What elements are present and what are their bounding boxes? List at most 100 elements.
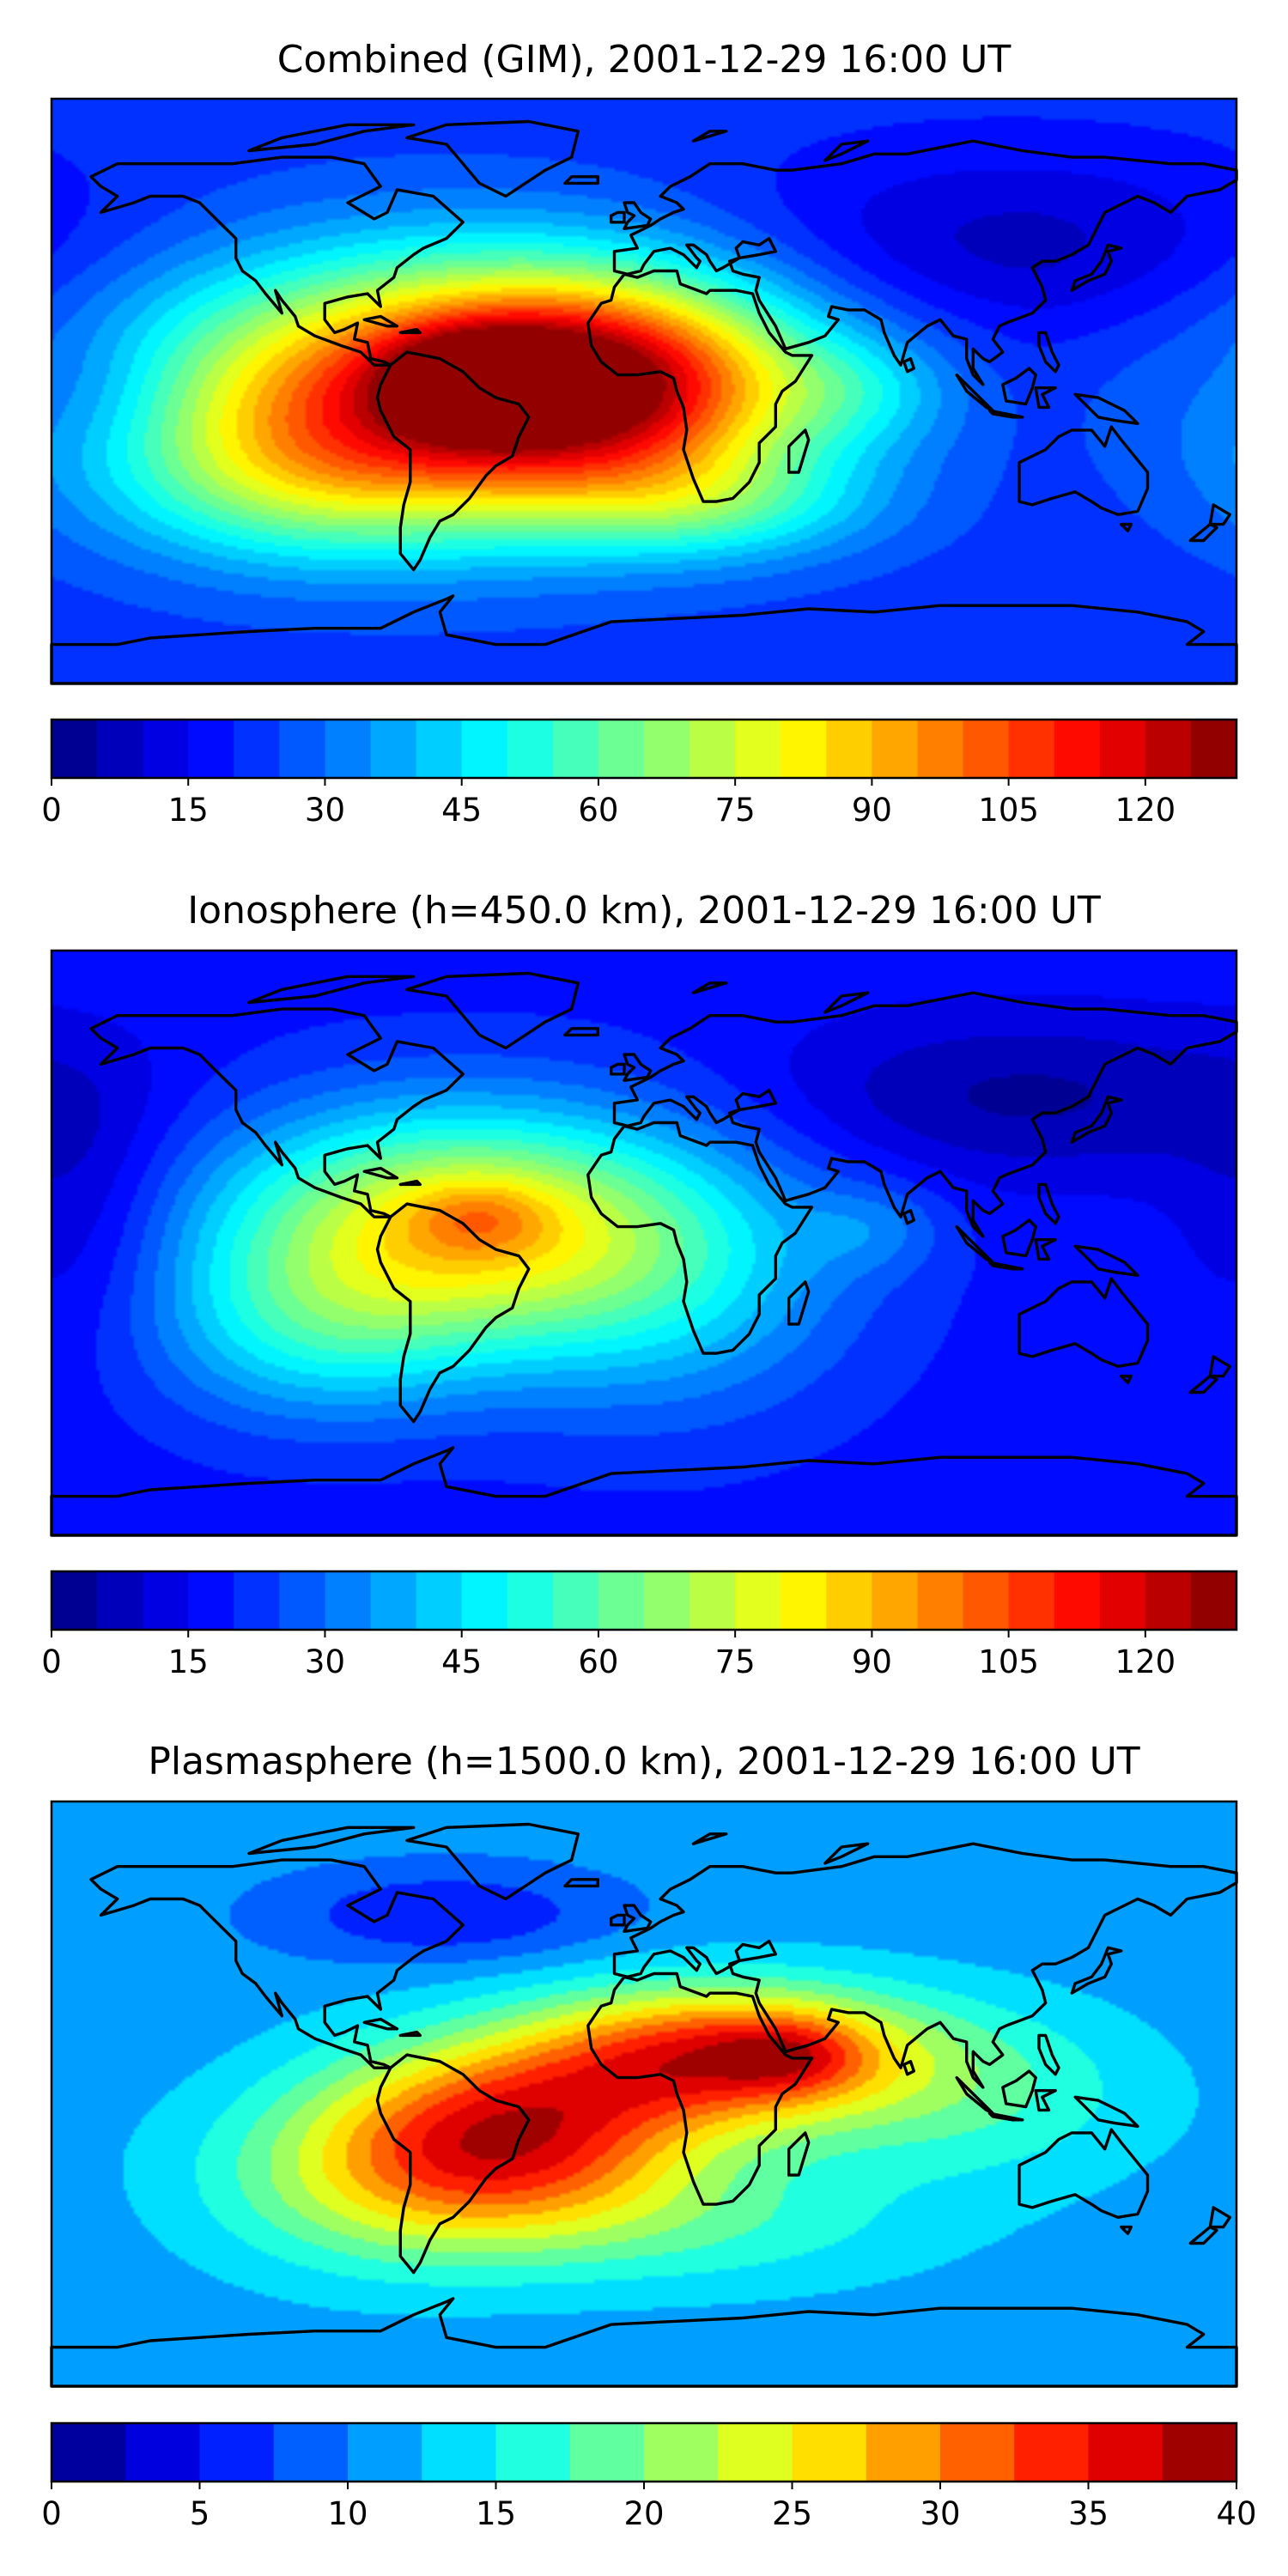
colorbar-segment	[370, 720, 417, 778]
colorbar-segment	[348, 2423, 422, 2482]
colorbar-segment	[416, 1571, 463, 1630]
colorbar-segment	[279, 1571, 326, 1630]
colorbar-segment	[461, 1571, 508, 1630]
colorbar-segment	[552, 720, 599, 778]
colorbar-segment	[1162, 2423, 1237, 2482]
colorbar-segment	[495, 2423, 571, 2482]
panel-title: Combined (GIM), 2001-12-29 16:00 UT	[277, 38, 1012, 82]
colorbar-segment	[826, 1571, 872, 1630]
colorbar: 0 15 30 45 60 75 90 105 120	[41, 1570, 1238, 1680]
colorbar-tick-label: 15	[168, 792, 209, 829]
tec-contour-map	[52, 99, 1236, 683]
colorbar-segment	[1088, 2423, 1163, 2482]
colorbar-segment	[735, 1571, 781, 1630]
colorbar-tick-label: 40	[1216, 2495, 1256, 2532]
colorbar-tick-label: 25	[772, 2495, 812, 2532]
colorbar: 0 5 10 15 20 25 30 35 40	[41, 2421, 1257, 2532]
colorbar-tick-label: 30	[920, 2495, 960, 2532]
colorbar-tick-label: 45	[441, 1643, 482, 1680]
colorbar-segment	[917, 720, 964, 778]
map-border	[50, 97, 1238, 685]
colorbar-segment	[917, 1571, 964, 1630]
colorbar-segment	[718, 2423, 793, 2482]
colorbar-segment	[234, 720, 280, 778]
colorbar-segment	[569, 2423, 645, 2482]
colorbar-segment	[552, 1571, 599, 1630]
colorbar-segment	[1190, 720, 1237, 778]
colorbar-tick-label: 120	[1115, 1643, 1176, 1680]
colorbar-segment	[792, 2423, 867, 2482]
map-frame	[50, 1800, 1238, 2388]
colorbar-segment	[1054, 1571, 1101, 1630]
colorbar-segment	[940, 2423, 1015, 2482]
colorbar-tick-label: 0	[41, 792, 62, 829]
colorbar-segment	[188, 1571, 234, 1630]
colorbar-segment	[644, 2423, 719, 2482]
colorbar-segment	[234, 1571, 280, 1630]
colorbar-segment	[1008, 720, 1055, 778]
colorbar-segment	[325, 720, 372, 778]
map-frame	[50, 949, 1238, 1537]
colorbar-segment	[781, 1571, 827, 1630]
colorbar-segment	[1190, 1571, 1237, 1630]
colorbar-segment	[735, 720, 781, 778]
colorbar-tick-label: 15	[476, 2495, 516, 2532]
colorbar-tick-label: 105	[978, 792, 1039, 829]
colorbar-segment	[325, 1571, 372, 1630]
colorbar-tick-label: 0	[41, 2495, 62, 2532]
colorbar-segment	[598, 1571, 645, 1630]
colorbar-segment	[1145, 1571, 1192, 1630]
colorbar-segment	[1145, 720, 1192, 778]
colorbar-segment	[963, 720, 1010, 778]
colorbar-segment	[826, 720, 872, 778]
colorbar-tick-label: 30	[305, 1643, 345, 1680]
colorbar-tick-label: 10	[327, 2495, 368, 2532]
colorbar-tick-label: 75	[715, 792, 756, 829]
colorbar-tick-label: 30	[305, 792, 345, 829]
panel-combined: Combined (GIM), 2001-12-29 16:00 UT 0 15 3…	[41, 38, 1238, 829]
colorbar-tick-label: 5	[190, 2495, 210, 2532]
colorbar-tick-label: 105	[978, 1643, 1039, 1680]
colorbar-segment	[781, 720, 827, 778]
colorbar-segment	[416, 720, 463, 778]
tec-contour-map	[52, 951, 1236, 1535]
colorbar-tick-label: 15	[168, 1643, 209, 1680]
colorbar-tick-label: 45	[441, 792, 482, 829]
colorbar-segment	[52, 1571, 98, 1630]
colorbar-segment	[1014, 2423, 1090, 2482]
colorbar-tick-label: 0	[41, 1643, 62, 1680]
colorbar-segment	[872, 720, 919, 778]
map-frame	[50, 97, 1238, 685]
colorbar-segment	[598, 720, 645, 778]
colorbar-segment	[125, 2423, 201, 2482]
panel-ionosphere: Ionosphere (h=450.0 km), 2001-12-29 16:0…	[41, 889, 1238, 1680]
colorbar-segment	[143, 1571, 189, 1630]
panel-title: Ionosphere (h=450.0 km), 2001-12-29 16:0…	[187, 889, 1101, 933]
colorbar-segment	[1054, 720, 1101, 778]
colorbar-segment	[1099, 720, 1146, 778]
colorbar-border	[50, 718, 1238, 780]
colorbar-tick-label: 90	[852, 792, 892, 829]
panel-title: Plasmasphere (h=1500.0 km), 2001-12-29 1…	[148, 1740, 1139, 1783]
panel-plasmasphere: Plasmasphere (h=1500.0 km), 2001-12-29 1…	[41, 1740, 1256, 2532]
colorbar-segment	[143, 720, 189, 778]
colorbar-segment	[97, 720, 143, 778]
colorbar-segment	[644, 1571, 690, 1630]
colorbar-tick-label: 20	[623, 2495, 664, 2532]
colorbar-tick-label: 75	[715, 1643, 756, 1680]
colorbar-segment	[963, 1571, 1010, 1630]
colorbar-segment	[52, 2423, 126, 2482]
colorbar-segment	[507, 720, 554, 778]
colorbar-segment	[279, 720, 326, 778]
colorbar-tick-label: 60	[578, 792, 618, 829]
map-border	[50, 1800, 1238, 2388]
colorbar-segment	[866, 2423, 941, 2482]
colorbar: 0 15 30 45 60 75 90 105 120	[41, 718, 1238, 829]
colorbar-segment	[273, 2423, 349, 2482]
colorbar-segment	[507, 1571, 554, 1630]
colorbar-segment	[1008, 1571, 1055, 1630]
colorbar-segment	[1099, 1571, 1146, 1630]
colorbar-segment	[52, 720, 98, 778]
colorbar-segment	[199, 2423, 275, 2482]
